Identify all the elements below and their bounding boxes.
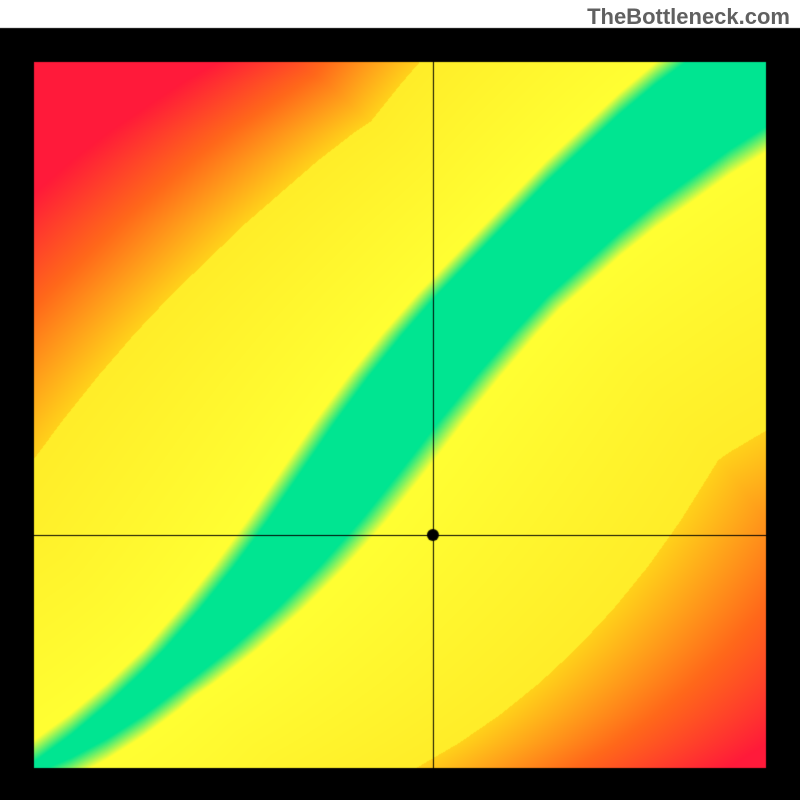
heatmap-canvas — [0, 0, 800, 800]
watermark-text: TheBottleneck.com — [587, 4, 790, 30]
chart-container: TheBottleneck.com — [0, 0, 800, 800]
